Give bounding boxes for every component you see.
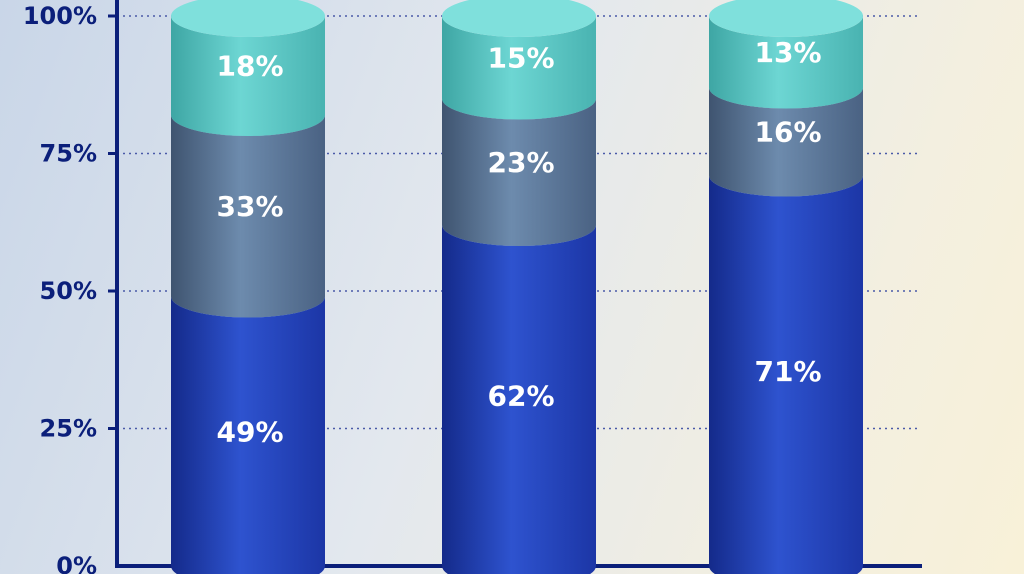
y-tick-label: 25%	[40, 415, 97, 443]
bar-segment-top	[709, 0, 863, 37]
bar-segment	[442, 98, 596, 246]
bar-segment-top	[442, 0, 596, 37]
data-label: 23%	[487, 146, 554, 179]
y-tick-label: 0%	[56, 552, 97, 574]
y-tick-label: 50%	[40, 277, 97, 305]
bar-segment	[442, 16, 596, 120]
data-label: 16%	[754, 116, 821, 149]
data-label: 71%	[754, 355, 821, 388]
bar-segment	[709, 87, 863, 197]
bar-segment	[171, 296, 325, 574]
data-label: 18%	[216, 50, 283, 83]
data-label: 49%	[216, 415, 283, 448]
y-tick-label: 75%	[40, 140, 97, 168]
data-label: 15%	[487, 41, 554, 74]
bars	[171, 0, 863, 574]
data-labels: 49% 33% 18% 62% 23% 15% 71% 16% 13%	[216, 36, 821, 449]
bar-segment	[171, 16, 325, 136]
data-label: 62%	[487, 380, 554, 413]
bar-segment	[171, 115, 325, 318]
bar-segment	[709, 175, 863, 574]
y-tick-label: 100%	[23, 2, 97, 30]
bar-segment	[709, 16, 863, 109]
bar-segment-top	[171, 0, 325, 37]
y-tick-labels: 0% 25% 50% 75% 100%	[23, 2, 97, 574]
data-label: 33%	[216, 190, 283, 223]
bar-segment	[442, 225, 596, 574]
data-label: 13%	[754, 36, 821, 69]
